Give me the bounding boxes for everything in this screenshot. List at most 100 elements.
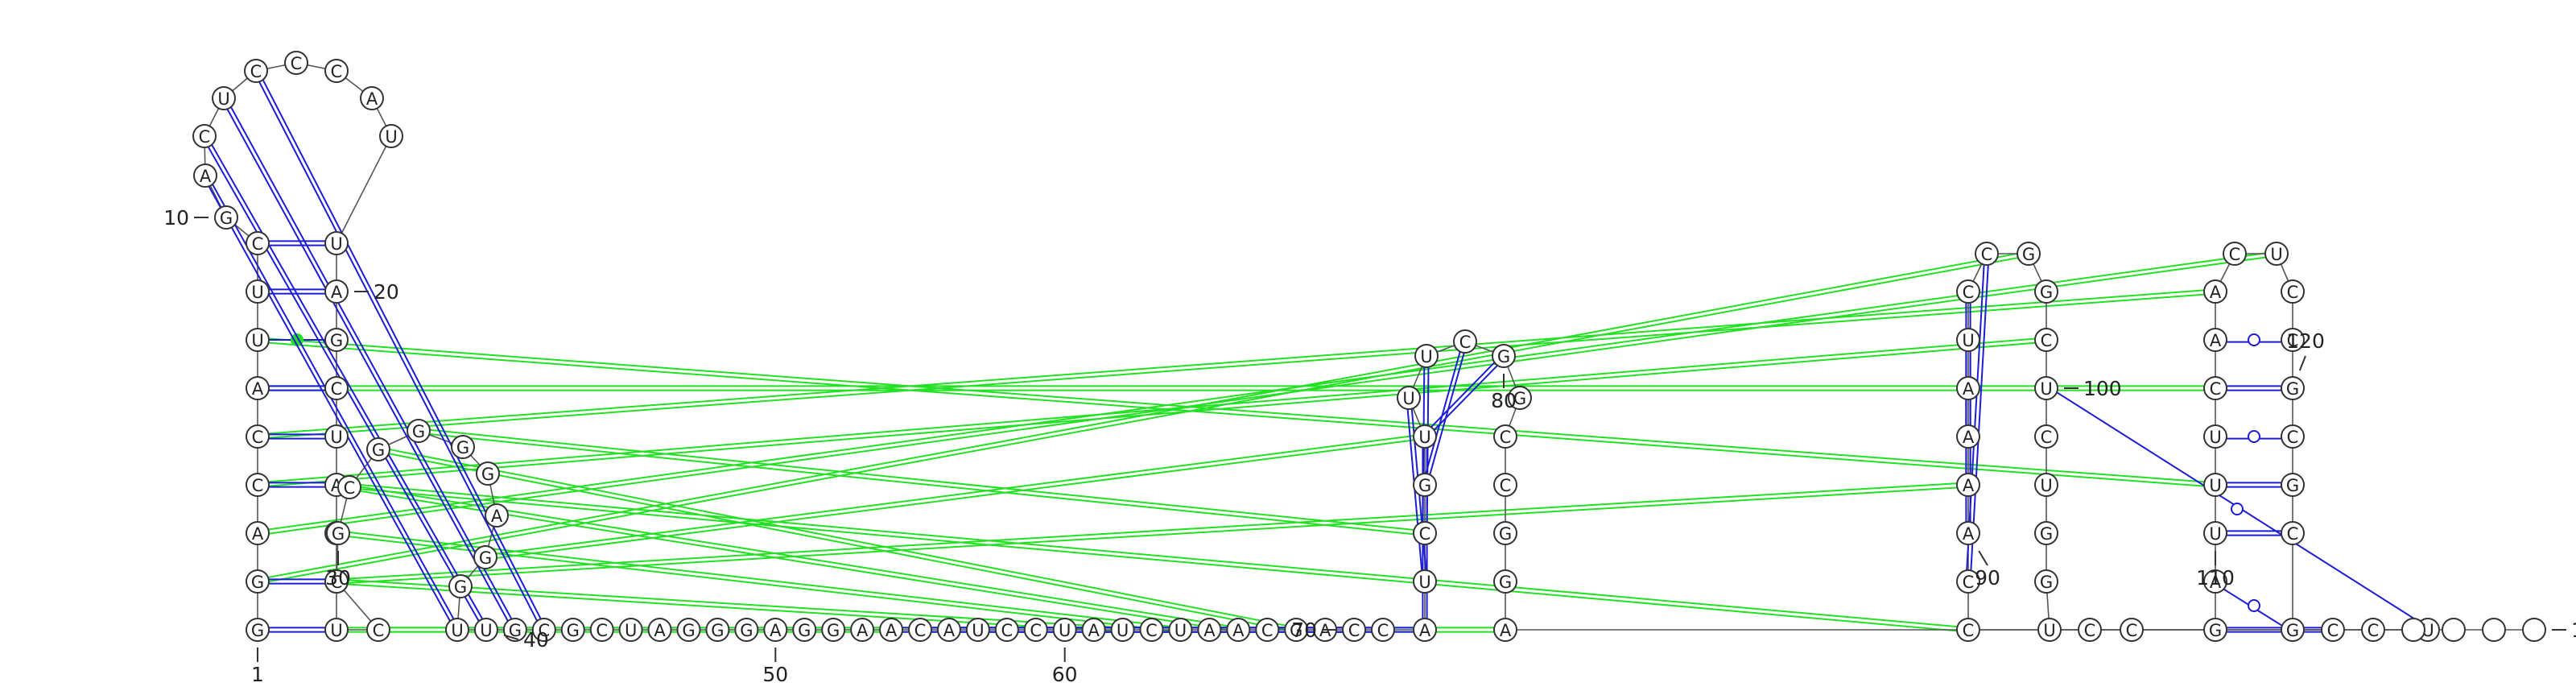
nucleotide: U (1168, 618, 1193, 642)
nucleotide-letter: A (1963, 428, 1975, 447)
nucleotide-letter: U (1420, 347, 1432, 366)
nucleotide-letter: G (456, 438, 469, 457)
position-label-30: 30 (325, 551, 351, 590)
nucleotide: A (246, 521, 270, 545)
position-label-text: 10 (163, 206, 189, 230)
nucleotide: U (2203, 521, 2227, 545)
nucleotide: A (1081, 618, 1106, 642)
tertiary-interaction (378, 446, 1297, 633)
nucleotide-letter: A (1963, 476, 1975, 495)
nucleotide: G (560, 618, 585, 642)
base-pair (1422, 354, 1506, 439)
nucleotide-letter: G (1290, 621, 1302, 640)
base-pair (1422, 341, 1468, 486)
position-label-text: 80 (1491, 389, 1517, 412)
tertiary-interaction (257, 250, 2277, 536)
nucleotide-letter: U (1418, 573, 1430, 592)
nucleotide: C (337, 475, 361, 499)
nucleotide-letter: A (1963, 379, 1975, 399)
nucleotide (2442, 618, 2466, 642)
position-label-60: 60 (1052, 648, 1078, 686)
nucleotide: C (2120, 618, 2144, 642)
nucleotide: A (485, 503, 509, 528)
nucleotide-letter: G (1497, 347, 1510, 366)
nucleotide-letter: C (1963, 573, 1975, 592)
tertiary-interaction (336, 482, 1969, 585)
nucleotide-letter: U (1962, 331, 1974, 350)
nucleotide-letter: A (886, 621, 898, 640)
nucleotide: G (326, 521, 350, 545)
base-pair (258, 385, 336, 391)
position-label-text: 130 (2571, 619, 2576, 642)
nucleotide: C (246, 231, 270, 255)
nucleotide-letter: A (1500, 621, 1512, 640)
nucleotide: A (1956, 473, 1980, 497)
nucleotide-letter: U (2040, 379, 2052, 399)
nucleotide: U (379, 124, 403, 148)
nucleotide-letter: G (2022, 245, 2035, 264)
nucleotide-letter: G (1499, 524, 1512, 544)
position-label-text: 110 (2196, 566, 2235, 590)
nucleotide-letter: U (2209, 524, 2221, 544)
base-pair (258, 433, 336, 440)
nucleotide: U (1956, 328, 1980, 352)
backbone-segment (336, 135, 392, 244)
tertiary-interaction (336, 482, 1969, 633)
nucleotide-letter: C (538, 621, 550, 640)
nucleotide-letter: U (2209, 476, 2221, 495)
nucleotide-letter: A (491, 507, 503, 526)
nucleotide: C (531, 618, 556, 642)
base-pair (2215, 482, 2293, 488)
nucleotide-letter: C (2287, 428, 2299, 447)
nucleotide: G (792, 618, 817, 642)
tertiary-interaction (485, 433, 1426, 561)
nucleotide: G (502, 618, 527, 642)
nucleotide: C (1493, 424, 1517, 449)
nucleotide-letter: G (251, 621, 264, 640)
nucleotide: C (2281, 424, 2305, 449)
nucleotide-letter: G (330, 331, 343, 350)
nucleotide: A (1956, 521, 1980, 545)
nucleotide-letter: C (2229, 245, 2241, 264)
nucleotide-letter: C (2287, 283, 2299, 302)
nucleotide-letter: C (1459, 333, 1472, 352)
nucleotide-letter: G (740, 621, 753, 640)
nucleotide-letter: A (943, 621, 956, 640)
nucleotide-letter: G (220, 209, 233, 228)
position-label-70: 70 (1291, 619, 1337, 642)
nucleotide: G (1493, 569, 1517, 594)
nucleotide: G (1508, 386, 1532, 410)
tertiary-interaction (418, 428, 1426, 536)
nucleotide: A (360, 86, 384, 110)
position-label-text: 60 (1052, 663, 1078, 686)
base-pair (2215, 530, 2293, 536)
nucleotide: G (324, 328, 349, 352)
nucleotide-letter: G (827, 621, 840, 640)
nucleotide-letter: C (250, 62, 262, 81)
nucleotide-letter: C (199, 127, 211, 147)
nucleotide-letter: G (2286, 476, 2299, 495)
noncanonical-pair-marker (2248, 333, 2260, 346)
nucleotide: U (1413, 569, 1437, 594)
nucleotide-letter: G (454, 577, 467, 597)
nucleotide-letter: G (2286, 379, 2299, 399)
nucleotide: C (1255, 618, 1280, 642)
base-pair (2215, 430, 2293, 443)
nucleotide-letter: C (331, 573, 343, 592)
nucleotide-letter: A (1232, 621, 1245, 640)
position-label-80: 80 (1491, 374, 1517, 412)
nucleotide: C (2078, 618, 2102, 642)
nucleotide-letter: C (2287, 331, 2299, 350)
base-pair (221, 97, 518, 631)
nucleotide-letter: C (914, 621, 927, 640)
nucleotide: G (1492, 344, 1516, 368)
nucleotide: A (193, 163, 217, 188)
nucleotide-letter: C (2041, 331, 2053, 350)
nucleotide-letter: C (252, 476, 264, 495)
nucleotide: A (2203, 569, 2227, 594)
nucleotide: A (850, 618, 875, 642)
nucleotide: C (1453, 329, 1477, 354)
nucleotide-letter: U (1418, 428, 1430, 447)
nucleotide: U (965, 618, 990, 642)
